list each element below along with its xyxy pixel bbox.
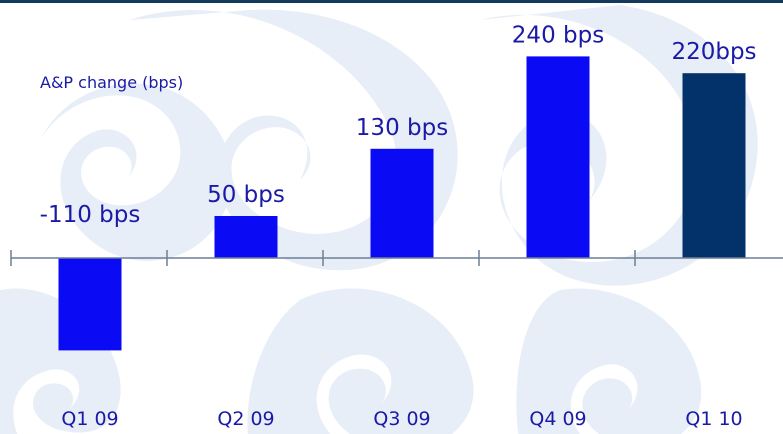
- data-label: 240 bps: [512, 22, 604, 48]
- data-label: 50 bps: [207, 182, 285, 208]
- data-label: 130 bps: [356, 115, 448, 141]
- bar-q3-09: [370, 148, 434, 258]
- bar-q4-09: [526, 56, 590, 259]
- bar-q1-10: [682, 73, 746, 258]
- top-bar: [0, 0, 783, 3]
- x-tick-label: Q2 09: [217, 408, 274, 430]
- x-tick-label: Q3 09: [373, 408, 430, 430]
- data-label: -110 bps: [40, 202, 141, 228]
- x-tick-label: Q4 09: [529, 408, 586, 430]
- bar-q2-09: [214, 216, 278, 258]
- x-tick-label: Q1 09: [61, 408, 118, 430]
- bar-q1-09: [58, 258, 122, 351]
- x-tick-label: Q1 10: [685, 408, 742, 430]
- data-label: 220bps: [671, 39, 756, 65]
- y-axis-label: A&P change (bps): [40, 73, 184, 92]
